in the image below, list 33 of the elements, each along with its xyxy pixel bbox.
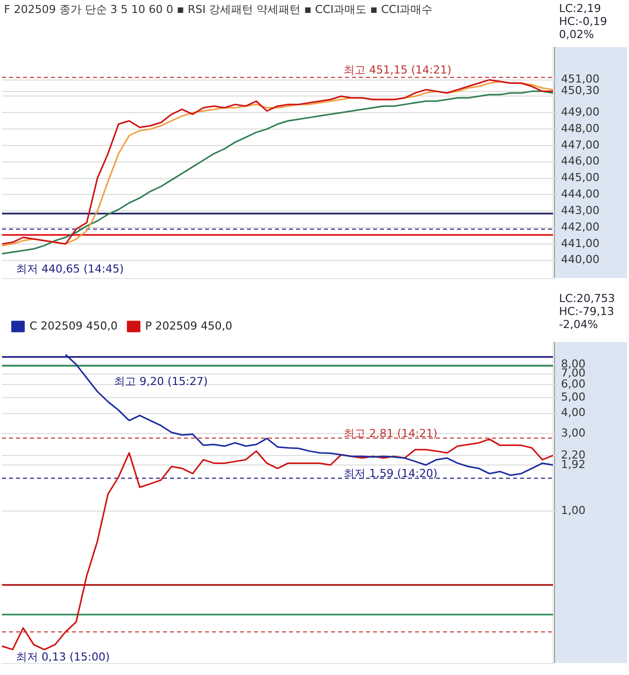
text: HC:-79,13 (559, 305, 616, 318)
y-tick-label: 444,00 (561, 188, 600, 201)
text: HC:-0,19 (559, 15, 608, 28)
y-tick-label: 3,00 (561, 426, 586, 440)
ref-line-label: 최고 2,81 (14:21) (344, 427, 438, 440)
chart-title: F 202509 종가 단순 3 5 10 60 0 ▪ RSI 강세패턴 약세패턴 ▪ CCI과매도 ▪ CCI과매수 (4, 3, 433, 16)
ref-line-label: 최저 1,59 (14:20) (344, 467, 438, 480)
y-tick-label: 442,00 (561, 220, 600, 234)
y-tick-label: 6,00 (561, 378, 586, 391)
y-tick-label: 5,00 (561, 390, 586, 404)
y-tick-label: 449,00 (561, 106, 600, 119)
annotation: 최저 440,65 (14:45) (16, 262, 124, 276)
y-tick-label: 2,20 (561, 448, 586, 462)
legend-label: C 202509 450,0 (30, 319, 118, 332)
text: 0,02% (559, 28, 595, 41)
text: LC:2,19 (559, 2, 602, 15)
y-tick-label: 447,00 (561, 138, 600, 152)
y-tick-label: 443,00 (561, 204, 600, 217)
annotation: 최저 0,13 (15:00) (16, 650, 110, 664)
y-tick-label: 445,00 (561, 171, 600, 184)
y-tick-label: 440,00 (561, 253, 600, 266)
annotation: 최고 9,20 (15:27) (114, 374, 208, 388)
text: -2,04% (559, 318, 599, 331)
y-tick-label: 1,00 (561, 504, 586, 517)
y-tick-label: 4,00 (561, 406, 586, 420)
ref-line-label: 최고 451,15 (14:21) (344, 63, 452, 76)
y-tick-label: 448,00 (561, 122, 600, 135)
text: LC:20,753 (559, 292, 616, 305)
legend-label: P 202509 450,0 (145, 319, 232, 332)
y-tick-label: 446,00 (561, 154, 600, 168)
y-tick-label: 451,00 (561, 72, 600, 86)
y-tick-label: 450,30 (561, 84, 600, 98)
y-tick-label: 441,00 (561, 236, 600, 250)
